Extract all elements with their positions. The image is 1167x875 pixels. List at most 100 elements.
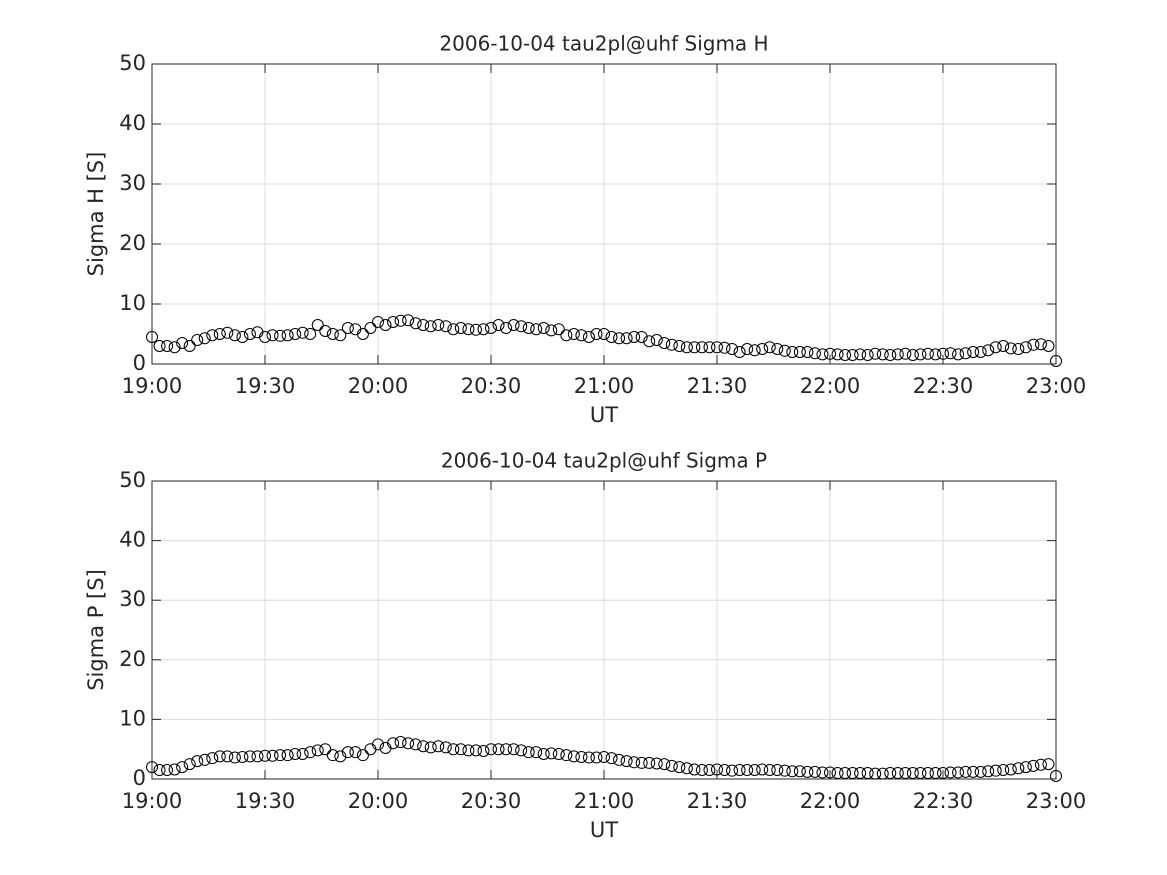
data-point <box>409 738 422 751</box>
data-point <box>394 314 407 327</box>
data-point <box>485 743 497 756</box>
data-point <box>824 347 836 360</box>
data-point <box>296 747 309 760</box>
data-point <box>1027 338 1040 351</box>
data-point <box>756 343 769 355</box>
data-point <box>718 764 731 777</box>
data-point <box>967 765 980 778</box>
x-tick-label: 21:00 <box>574 374 635 398</box>
data-point <box>673 340 686 352</box>
data-point <box>552 747 565 760</box>
data-point <box>183 758 196 771</box>
data-point <box>688 341 701 354</box>
data-point <box>469 744 482 757</box>
data-point <box>914 348 927 361</box>
data-point <box>454 322 467 334</box>
data-point <box>198 332 211 345</box>
data-point <box>959 765 972 778</box>
data-point <box>485 322 497 334</box>
data-point <box>281 749 294 762</box>
data-point <box>424 320 437 333</box>
data-point <box>522 746 535 759</box>
data-point <box>266 749 279 762</box>
data-point <box>665 338 678 351</box>
data-point <box>417 319 430 331</box>
data-point <box>703 764 716 777</box>
data-point <box>243 750 256 763</box>
data-point <box>628 756 641 769</box>
data-point <box>839 767 852 780</box>
data-point <box>206 329 219 342</box>
data-point <box>281 329 294 342</box>
data-point <box>243 328 256 340</box>
data-point <box>168 341 181 354</box>
data-point <box>1012 343 1025 355</box>
chart-title: 2006-10-04 tau2pl@uhf Sigma H <box>439 32 768 56</box>
x-tick-label: 21:30 <box>687 374 748 398</box>
y-tick-label: 0 <box>133 766 146 790</box>
data-point <box>891 348 904 361</box>
data-point <box>899 347 912 360</box>
data-point <box>500 743 513 756</box>
data-point <box>861 349 874 361</box>
data-point <box>304 746 317 759</box>
data-point <box>1034 338 1047 351</box>
data-point <box>492 319 505 331</box>
data-point <box>1019 341 1032 354</box>
data-point <box>605 752 618 765</box>
data-point <box>582 751 595 764</box>
data-point <box>982 765 995 778</box>
y-tick-label: 30 <box>119 587 146 611</box>
data-point <box>801 765 814 778</box>
data-point <box>605 331 618 343</box>
data-point <box>944 347 957 360</box>
data-point <box>183 340 196 352</box>
data-point <box>259 331 271 343</box>
data-point <box>1004 763 1017 776</box>
data-point <box>982 344 995 357</box>
data-point <box>952 348 965 361</box>
data-point <box>334 750 347 763</box>
data-point <box>537 322 550 334</box>
x-tick-label: 20:00 <box>348 789 409 813</box>
data-point <box>741 343 754 355</box>
data-point <box>439 320 452 333</box>
data-point <box>635 756 648 769</box>
y-axis-label: Sigma P [S] <box>84 569 108 691</box>
x-tick-label: 21:30 <box>687 789 748 813</box>
axes-frame <box>151 63 1057 365</box>
data-point <box>1027 759 1040 772</box>
data-point <box>567 328 580 340</box>
data-point <box>824 766 836 779</box>
data-point <box>921 767 934 780</box>
data-point <box>711 341 723 354</box>
data-point <box>356 328 369 340</box>
data-point <box>846 767 859 780</box>
y-tick-label: 0 <box>133 351 146 375</box>
data-point <box>959 347 972 360</box>
x-tick-label: 19:30 <box>235 789 296 813</box>
data-point <box>680 762 693 775</box>
data-point <box>695 764 708 777</box>
data-point <box>439 741 452 754</box>
data-point <box>967 346 980 358</box>
data-point <box>680 341 693 354</box>
data-point <box>854 767 867 780</box>
data-point <box>673 761 686 774</box>
x-tick-label: 19:00 <box>122 789 183 813</box>
data-point <box>884 349 897 361</box>
data-point <box>1019 761 1032 774</box>
data-point <box>801 346 814 358</box>
data-point <box>952 766 965 779</box>
data-point <box>311 744 324 757</box>
axes-frame <box>151 480 1057 780</box>
data-point <box>854 348 867 361</box>
data-point <box>711 763 723 776</box>
data-point <box>598 750 610 763</box>
data-point <box>1012 762 1025 775</box>
data-point <box>326 328 339 340</box>
data-point <box>387 737 400 750</box>
data-point <box>206 752 219 765</box>
data-point <box>891 767 904 780</box>
